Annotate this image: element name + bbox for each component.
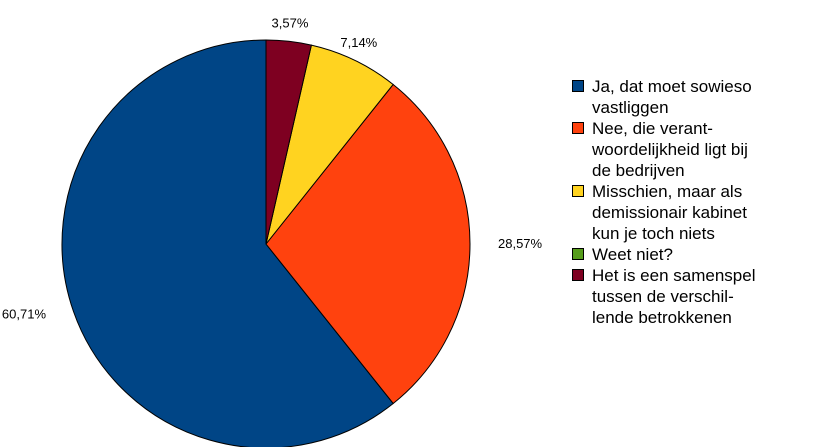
legend-item-4: Weet niet? — [572, 244, 812, 265]
legend-item-3: Misschien, maar als demissionair kabinet… — [572, 181, 812, 244]
legend-swatch — [572, 269, 584, 281]
legend-swatch — [572, 248, 584, 260]
pie-slice-2 — [265, 83, 471, 405]
data-label-5: 3,57% — [272, 15, 309, 30]
legend-swatch — [572, 185, 584, 197]
legend-item-5: Het is een samenspel tussen de verschil-… — [572, 265, 812, 328]
legend-label: Misschien, maar als demissionair kabinet… — [592, 182, 747, 243]
data-label-2: 28,57% — [498, 236, 543, 251]
legend-swatch — [572, 80, 584, 92]
data-label-1: 60,71% — [2, 307, 47, 322]
legend-label: Nee, die verant- woordelijkheid ligt bij… — [592, 119, 748, 180]
legend-swatch — [572, 122, 584, 134]
pie-slice-5 — [265, 39, 312, 245]
legend-label: Weet niet? — [592, 245, 673, 264]
legend-item-1: Ja, dat moet sowieso vastliggen — [572, 76, 812, 118]
legend-item-2: Nee, die verant- woordelijkheid ligt bij… — [572, 118, 812, 181]
legend: Ja, dat moet sowieso vastliggen Nee, die … — [572, 76, 812, 328]
legend-label: Het is een samenspel tussen de verschil-… — [592, 266, 756, 327]
legend-label: Ja, dat moet sowieso vastliggen — [592, 77, 752, 117]
data-label-3: 7,14% — [340, 35, 377, 50]
